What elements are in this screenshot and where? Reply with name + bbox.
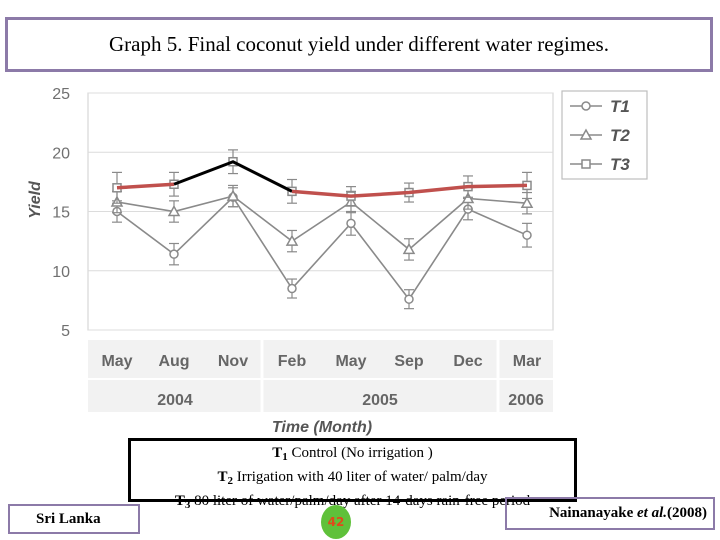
legend-entry-t2: T2 — [570, 126, 630, 145]
x-tick-label: Dec — [453, 353, 482, 370]
treatment-t2: T2 Irrigation with 40 liter of water/ pa… — [217, 469, 488, 487]
data-point — [346, 218, 356, 229]
plot-layer: 5 10 15 20 25 Yield May Aug Nov Feb May Sep Dec Mar 20… — [27, 86, 648, 436]
data-point — [461, 191, 475, 204]
citation-box: Nainanayake et al. (2008) — [505, 497, 715, 530]
legend-label: T3 — [610, 155, 630, 174]
series-line — [116, 196, 528, 301]
country-label: Sri Lanka — [36, 510, 101, 527]
citation-etal: et al. — [637, 505, 667, 521]
legend-marker — [581, 159, 591, 169]
chart-title-box: Graph 5. Final coconut yield under diffe… — [5, 17, 713, 72]
x-axis-label: Time (Month) — [272, 419, 372, 436]
data-point — [520, 196, 534, 208]
treatment-t3: T3 80 liter of water/palm/day after 14-d… — [174, 493, 531, 511]
treatment-t1: T1 Control (No irrigation ) — [272, 445, 433, 463]
data-point — [287, 283, 297, 294]
series-line — [116, 195, 528, 251]
y-axis-label: Yield — [27, 180, 44, 219]
data-point — [167, 204, 181, 217]
t3-annotation-line — [173, 160, 293, 193]
year-label: 2005 — [362, 392, 398, 409]
data-point — [404, 294, 414, 304]
year-band — [88, 380, 553, 412]
legend-entry-t1: T1 — [570, 97, 630, 116]
x-tick-label: May — [101, 353, 132, 370]
t3-highlight-line — [116, 182, 175, 190]
treatment-legend-box: T1 Control (No irrigation ) T2 Irrigatio… — [128, 438, 577, 511]
y-tick-label: 10 — [52, 264, 70, 281]
x-tick-label: Mar — [513, 353, 541, 370]
x-tick-label: May — [335, 353, 366, 370]
x-tick-label: Sep — [394, 353, 424, 370]
year-label: 2004 — [157, 392, 193, 409]
legend-marker — [581, 101, 591, 111]
data-point — [522, 230, 532, 240]
chart-title: Graph 5. Final coconut yield under diffe… — [109, 32, 609, 56]
y-tick-label: 15 — [52, 205, 70, 222]
legend-label: T1 — [610, 97, 630, 116]
data-point — [402, 242, 416, 255]
legend-label: T2 — [610, 126, 630, 145]
year-label: 2006 — [508, 392, 544, 409]
x-tick-label: Feb — [278, 353, 307, 370]
legend-entry-t3: T3 — [570, 155, 630, 174]
x-tick-label: Nov — [218, 353, 248, 370]
t3-highlight-line — [291, 183, 528, 198]
chart-legend: T1 T2 T3 — [561, 90, 648, 180]
y-tick-label: 20 — [52, 145, 70, 162]
country-label-box: Sri Lanka — [8, 504, 140, 534]
x-tick-label: Aug — [158, 353, 189, 370]
data-point — [226, 189, 240, 201]
data-point — [285, 234, 299, 246]
page-number-badge: 42 — [321, 505, 351, 539]
data-point — [169, 249, 179, 259]
y-tick-label: 25 — [52, 86, 70, 103]
y-tick-label: 5 — [61, 323, 70, 340]
month-band — [88, 340, 553, 378]
citation-author: Nainanayake — [549, 505, 634, 521]
page-number: 42 — [327, 515, 345, 529]
citation-year: (2008) — [667, 505, 707, 521]
legend-marker — [579, 128, 593, 140]
